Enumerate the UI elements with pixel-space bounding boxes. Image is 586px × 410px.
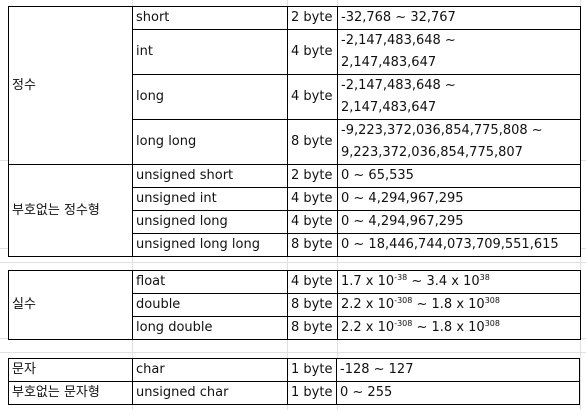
- table-row: unsigned long long 8 byte 0 ~ 18,446,744…: [9, 233, 581, 257]
- range-cell: 0 ~ 65,535: [337, 164, 581, 188]
- type-cell: char: [132, 358, 288, 382]
- size-cell: 8 byte: [287, 316, 338, 340]
- integer-types-table: 정수 short 2 byte -32,768 ~ 32,767 int 4 b…: [8, 6, 581, 257]
- category-cell: 문자: [8, 358, 133, 382]
- type-cell: float: [132, 270, 288, 294]
- type-cell: int: [132, 29, 288, 75]
- type-cell: long: [132, 74, 288, 120]
- range-text: 9,223,372,036,854,775,807: [341, 145, 523, 160]
- category-cell: 실수: [8, 270, 133, 340]
- range-cell: -2,147,483,648 ~ 2,147,483,647: [337, 29, 581, 75]
- range-text: 2,147,483,647: [341, 100, 437, 115]
- table-row: long 4 byte -2,147,483,648 ~ 2,147,483,64…: [9, 74, 581, 120]
- size-cell: 4 byte: [287, 210, 338, 234]
- table-row: 실수 float 4 byte 1.7 x 10-38 ~ 3.4 x 1038: [8, 270, 581, 340]
- range-text: 2,147,483,647: [341, 55, 437, 70]
- table-row: long double 8 byte 2.2 x 10-308 ~ 1.8 x …: [9, 316, 581, 340]
- range-cell: 0 ~ 18,446,744,073,709,551,615: [337, 233, 581, 257]
- range-cell: 2.2 x 10-308 ~ 1.8 x 10308: [337, 293, 581, 317]
- size-cell: 1 byte: [287, 358, 338, 382]
- range-text: -2,147,483,648 ~: [341, 78, 456, 93]
- range-text: -2,147,483,648 ~: [341, 33, 456, 48]
- range-cell: -128 ~ 127: [336, 358, 580, 382]
- range-cell: 0 ~ 255: [336, 381, 580, 405]
- size-cell: 8 byte: [287, 293, 338, 317]
- range-cell: -9,223,372,036,854,775,808 ~ 9,223,372,03…: [337, 119, 581, 165]
- range-cell: -2,147,483,648 ~ 2,147,483,647: [337, 74, 581, 120]
- size-cell: 4 byte: [287, 270, 338, 294]
- type-cell: unsigned int: [132, 187, 288, 211]
- table-row: int 4 byte -2,147,483,648 ~ 2,147,483,647: [9, 29, 581, 75]
- type-cell: long double: [132, 316, 288, 340]
- type-cell: unsigned long long: [132, 233, 288, 257]
- char-range-table: -128 ~ 127 0 ~ 255: [336, 358, 580, 405]
- range-cell: 0 ~ 4,294,967,295: [337, 210, 581, 234]
- table-row: long long 8 byte -9,223,372,036,854,775,…: [9, 119, 581, 165]
- table-row: -128 ~ 127: [336, 358, 580, 382]
- size-cell: 8 byte: [287, 233, 338, 257]
- table-row: 0 ~ 255: [336, 381, 580, 405]
- range-cell: 1.7 x 10-38 ~ 3.4 x 1038: [337, 270, 581, 294]
- table-row: 정수 short 2 byte -32,768 ~ 32,767: [8, 6, 581, 165]
- range-cell: 0 ~ 4,294,967,295: [337, 187, 581, 211]
- size-cell: 1 byte: [287, 381, 338, 405]
- size-cell: 4 byte: [287, 74, 338, 120]
- type-cell: unsigned short: [132, 164, 288, 188]
- size-cell: 2 byte: [287, 164, 338, 188]
- table-row: 부호없는 정수형 unsigned short 2 byte 0 ~ 65,53…: [8, 164, 581, 257]
- type-cell: long long: [132, 119, 288, 165]
- type-cell: unsigned char: [132, 381, 288, 405]
- range-text: -9,223,372,036,854,775,808 ~: [341, 123, 543, 138]
- table-row: unsigned long 4 byte 0 ~ 4,294,967,295: [9, 210, 581, 234]
- float-types-table: 실수 float 4 byte 1.7 x 10-38 ~ 3.4 x 1038…: [8, 270, 581, 340]
- table-row: unsigned int 4 byte 0 ~ 4,294,967,295: [9, 187, 581, 211]
- range-text: 0 ~ 65,535: [341, 168, 414, 183]
- size-cell: 8 byte: [287, 119, 338, 165]
- range-text: 0 ~ 18,446,744,073,709,551,615: [341, 237, 559, 252]
- range-text: 0 ~ 4,294,967,295: [341, 214, 464, 229]
- size-cell: 2 byte: [287, 6, 338, 30]
- size-cell: 4 byte: [287, 187, 338, 211]
- table-row: double 8 byte 2.2 x 10-308 ~ 1.8 x 10308: [9, 293, 581, 317]
- range-cell: -32,768 ~ 32,767: [337, 6, 581, 30]
- type-cell: double: [132, 293, 288, 317]
- category-cell: 부호없는 문자형: [8, 381, 133, 405]
- type-cell: unsigned long: [132, 210, 288, 234]
- range-text: -32,768 ~ 32,767: [341, 10, 456, 25]
- char-types-table: 문자 char 1 byte 부호없는 문자형 unsigned char 1 …: [8, 358, 338, 405]
- range-cell: 2.2 x 10-308 ~ 1.8 x 10308: [337, 316, 581, 340]
- range-text: 0 ~ 4,294,967,295: [341, 191, 464, 206]
- type-cell: short: [132, 6, 288, 30]
- table-row: 문자 char 1 byte: [8, 358, 338, 382]
- table-row: 부호없는 문자형 unsigned char 1 byte: [8, 381, 338, 405]
- category-cell: 정수: [8, 6, 133, 165]
- category-cell: 부호없는 정수형: [8, 164, 133, 257]
- size-cell: 4 byte: [287, 29, 338, 75]
